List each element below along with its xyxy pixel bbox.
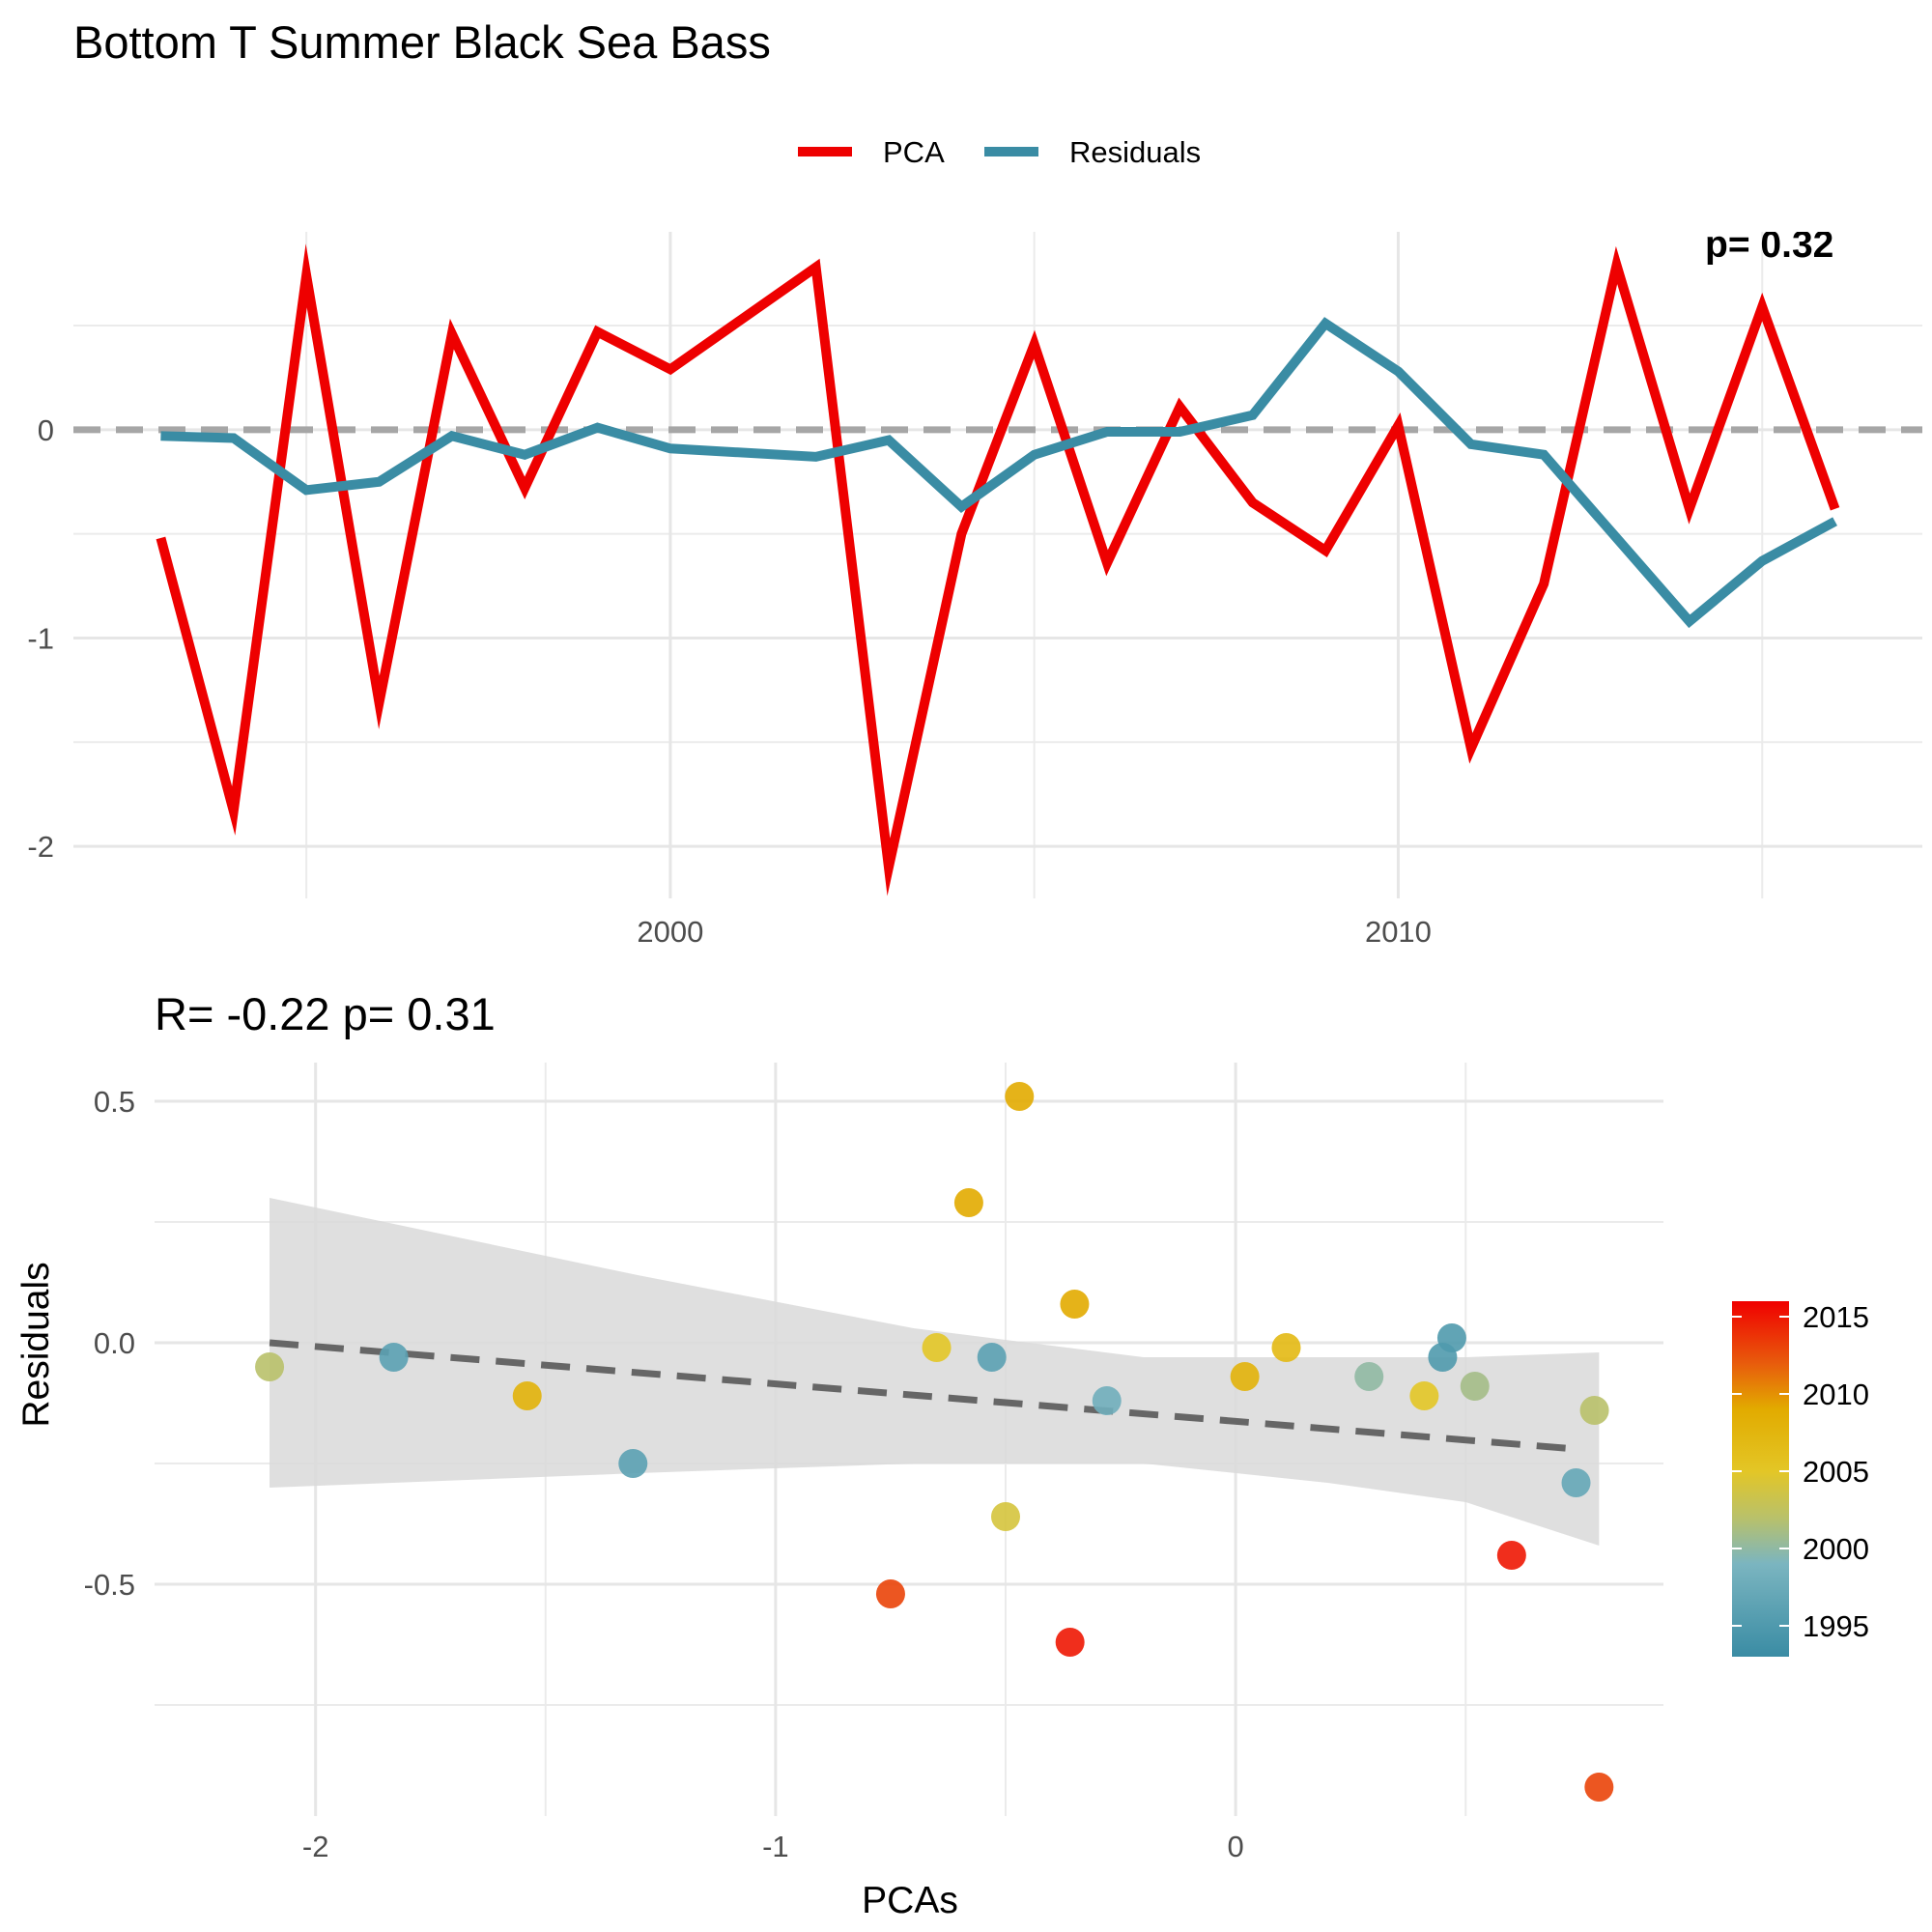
scatter-point bbox=[1436, 1323, 1466, 1352]
colorbar-tick-label: 2005 bbox=[1803, 1455, 1869, 1489]
colorbar-tick-label: 2010 bbox=[1803, 1378, 1869, 1411]
colorbar-tick-label: 1995 bbox=[1803, 1609, 1869, 1643]
scatter-point bbox=[1460, 1372, 1490, 1401]
y-tick-label: -1 bbox=[27, 621, 54, 655]
legend-label-pca: PCA bbox=[883, 135, 945, 169]
scatter-point bbox=[1561, 1468, 1591, 1497]
confidence-band bbox=[270, 1198, 1600, 1546]
scatter-point bbox=[953, 1188, 983, 1217]
scatter-title: R= -0.22 p= 0.31 bbox=[155, 988, 496, 1039]
y-tick-label: -2 bbox=[27, 830, 54, 864]
y-tick-label: 0 bbox=[38, 413, 54, 447]
colorbar-tick-label: 2000 bbox=[1803, 1532, 1869, 1566]
scatter-point bbox=[1584, 1773, 1614, 1802]
figure-title: Bottom T Summer Black Sea Bass bbox=[73, 16, 771, 68]
scatter-axis-ticks: -2 -1 0 0.5 0.0 -0.5 bbox=[84, 1085, 1244, 1863]
scatter-point bbox=[1060, 1290, 1090, 1319]
y-axis-title: Residuals bbox=[15, 1262, 57, 1427]
scatter-point bbox=[1579, 1396, 1609, 1425]
x-tick-label: 2010 bbox=[1365, 915, 1432, 949]
scatter-points bbox=[255, 1082, 1614, 1802]
scatter-point bbox=[1496, 1541, 1526, 1570]
colorbar-legend: 2015 2010 2005 2000 1995 bbox=[1732, 1300, 1869, 1657]
top-series bbox=[156, 243, 1840, 896]
bottom-panel: R= -0.22 p= 0.31 -2 -1 0 0.5 0.0 -0.5 PCAs Re… bbox=[15, 988, 1869, 1921]
fit-line bbox=[269, 1339, 1577, 1453]
scatter-point bbox=[991, 1502, 1021, 1531]
scatter-point bbox=[1354, 1362, 1384, 1391]
top-panel: PCA Residuals p= 0.32 2000 2010 0 -1 -2 bbox=[27, 135, 1922, 949]
legend-label-residuals: Residuals bbox=[1069, 135, 1201, 169]
regression-fit-line bbox=[269, 1339, 1577, 1453]
scatter-point bbox=[1409, 1381, 1439, 1410]
top-legend: PCA Residuals bbox=[798, 135, 1201, 169]
x-tick-label: 0 bbox=[1227, 1830, 1243, 1863]
series-line-residuals bbox=[160, 317, 1837, 629]
scatter-point bbox=[1092, 1386, 1122, 1415]
scatter-point bbox=[922, 1333, 952, 1362]
scatter-point bbox=[977, 1343, 1007, 1372]
scatter-point bbox=[379, 1343, 409, 1372]
top-axis-ticks: 2000 2010 0 -1 -2 bbox=[27, 413, 1432, 949]
y-tick-label: 0.0 bbox=[94, 1326, 135, 1360]
scatter-point bbox=[255, 1352, 285, 1381]
scatter-point bbox=[875, 1579, 905, 1608]
y-tick-label: 0.5 bbox=[94, 1085, 135, 1119]
scatter-point bbox=[1055, 1628, 1085, 1657]
colorbar-gradient bbox=[1732, 1301, 1789, 1657]
colorbar-tick-label: 2015 bbox=[1803, 1300, 1869, 1334]
x-tick-label: -2 bbox=[302, 1830, 329, 1863]
x-tick-label: -1 bbox=[762, 1830, 789, 1863]
top-clipped-annotation: p= 0.32 bbox=[1705, 224, 1833, 266]
scatter-point bbox=[1271, 1333, 1301, 1362]
scatter-point bbox=[512, 1381, 542, 1410]
scatter-point bbox=[1005, 1082, 1035, 1111]
scatter-point bbox=[1230, 1362, 1260, 1391]
series-line-pca bbox=[156, 243, 1840, 896]
y-tick-label: -0.5 bbox=[84, 1568, 135, 1602]
confidence-band-area bbox=[270, 1198, 1600, 1546]
x-axis-title: PCAs bbox=[862, 1880, 958, 1921]
x-tick-label: 2000 bbox=[637, 915, 703, 949]
scatter-point bbox=[618, 1449, 648, 1478]
